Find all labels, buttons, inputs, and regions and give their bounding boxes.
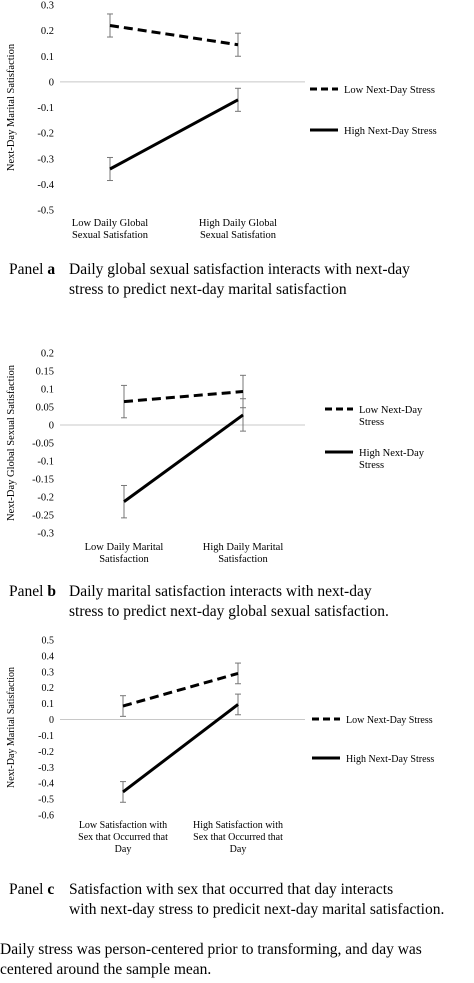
x-category-label: Low Daily Marital: [85, 542, 164, 553]
y-tick-label: -0.4: [38, 779, 54, 790]
y-tick-label: -0.1: [37, 457, 54, 468]
y-tick-label: -0.05: [32, 439, 54, 450]
y-tick-label: 0.2: [42, 683, 55, 694]
panel-label: Panel: [9, 261, 44, 278]
y-tick-label: 0.4: [42, 651, 55, 662]
x-category-label: Sex that Occurred that: [78, 832, 168, 843]
series-line: [109, 24, 239, 47]
y-axis-label: Next-Day Marital Satisfaction: [6, 667, 17, 788]
x-category-label: Day: [230, 844, 247, 855]
chart-panel-c: 0.5 0.4 0.3 0.2 0.1 0 -0.1 -0.2 -0.3 -0.4 -0.5 -0.6…: [6, 636, 434, 856]
y-tick-label: 0.3: [41, 1, 54, 12]
legend-label: Low Next-Day: [359, 405, 423, 416]
x-category-label: Day: [115, 844, 132, 855]
y-tick-label: -0.5: [37, 206, 54, 217]
legend-label: Stress: [359, 460, 384, 471]
y-tick-label: 0.3: [42, 667, 55, 678]
x-category-label: Satisfaction: [99, 554, 149, 565]
x-category-label: Sexual Satisfation: [200, 230, 277, 241]
series-line: [109, 98, 239, 171]
series-line: [122, 671, 239, 708]
y-tick-label: -0.1: [37, 103, 54, 114]
chart-panel-b: 0.2 0.15 0.1 0.05 0 -0.05 -0.1 -0.15 -0.2 -0.25 -0…: [6, 349, 425, 566]
y-tick-label: -0.3: [37, 529, 54, 540]
y-tick-label: 0: [49, 421, 54, 432]
y-axis-label: Next-Day Global Sexual Satisfaction: [6, 364, 17, 521]
caption-line-1: Daily global sexual satisfaction interac…: [69, 261, 410, 278]
y-tick-label: -0.2: [37, 129, 54, 140]
panel-b-caption: Panel b Daily marital satisfaction intera…: [9, 582, 389, 622]
y-tick-label: 0.2: [41, 26, 54, 37]
y-tick-label: 0.1: [41, 52, 54, 63]
legend-label: Low Next-Day Stress: [346, 715, 433, 726]
caption-line-2: stress to predict next-day global sexual…: [69, 603, 389, 620]
x-category-label: High Daily Global: [199, 218, 277, 229]
figure-note: Daily stress was person-centered prior t…: [0, 941, 422, 978]
y-tick-label: -0.2: [38, 747, 54, 758]
chart-panel-a: 0.3 0.2 0.1 0 -0.1 -0.2 -0.3 -0.4 -0.5 Next-Day M…: [6, 1, 437, 242]
legend-label: High Next-Day Stress: [344, 126, 437, 137]
x-category-label: High Satisfaction with: [193, 820, 283, 831]
panel-label: Panel: [9, 583, 44, 600]
y-tick-label: -0.25: [32, 511, 54, 522]
panel-letter: a: [47, 261, 56, 278]
caption-line-1: Satisfaction with sex that occurred that…: [69, 881, 394, 898]
series-line: [123, 390, 244, 404]
y-tick-label: -0.6: [38, 811, 54, 822]
panel-letter: b: [47, 583, 56, 600]
y-tick-label: 0.2: [41, 349, 54, 360]
caption-line-2: with next-day stress to predicit next-da…: [69, 901, 445, 918]
x-category-label: Low Daily Global: [72, 218, 148, 229]
x-category-label: High Daily Marital: [203, 542, 284, 553]
y-tick-label: -0.3: [37, 154, 54, 165]
panel-letter: c: [47, 881, 55, 898]
legend-label: High Next-Day: [359, 448, 425, 459]
y-tick-label: 0.15: [36, 367, 54, 378]
x-category-label: Low Satisfaction with: [79, 820, 167, 831]
legend-label: High Next-Day Stress: [346, 754, 434, 765]
y-tick-label: -0.4: [37, 180, 54, 191]
x-category-label: Satisfaction: [218, 554, 268, 565]
y-tick-label: 0.1: [42, 699, 55, 710]
y-tick-label: 0.05: [36, 403, 54, 414]
y-tick-label: 0: [49, 715, 54, 726]
x-category-label: Sexual Satisfation: [72, 230, 149, 241]
y-tick-label: 0.5: [42, 636, 55, 647]
y-tick-label: -0.2: [37, 493, 54, 504]
panel-label: Panel: [9, 881, 44, 898]
panel-a-caption: Panel a Daily global sexual satisfaction …: [9, 260, 410, 300]
x-category-label: Sex that Occurred that: [193, 832, 283, 843]
y-tick-label: -0.1: [38, 731, 54, 742]
caption-line-1: Daily marital satisfaction interacts wit…: [69, 583, 372, 600]
legend-label: Stress: [359, 417, 384, 428]
y-tick-label: 0: [49, 77, 54, 88]
y-tick-label: -0.15: [32, 475, 54, 486]
series-line: [123, 413, 244, 503]
y-tick-label: -0.5: [38, 795, 54, 806]
y-tick-label: 0.1: [41, 385, 54, 396]
y-tick-label: -0.3: [38, 763, 54, 774]
caption-line-2: stress to predict next-day marital satis…: [69, 281, 347, 298]
y-axis-label: Next-Day Marital Satisfaction: [6, 43, 17, 171]
legend-label: Low Next-Day Stress: [344, 85, 435, 96]
series-line: [122, 703, 239, 794]
panel-c-caption: Panel c Satisfaction with sex that occurr…: [9, 880, 444, 920]
